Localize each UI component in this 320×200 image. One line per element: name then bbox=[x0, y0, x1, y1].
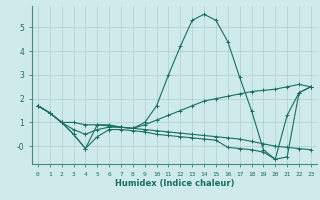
X-axis label: Humidex (Indice chaleur): Humidex (Indice chaleur) bbox=[115, 179, 234, 188]
